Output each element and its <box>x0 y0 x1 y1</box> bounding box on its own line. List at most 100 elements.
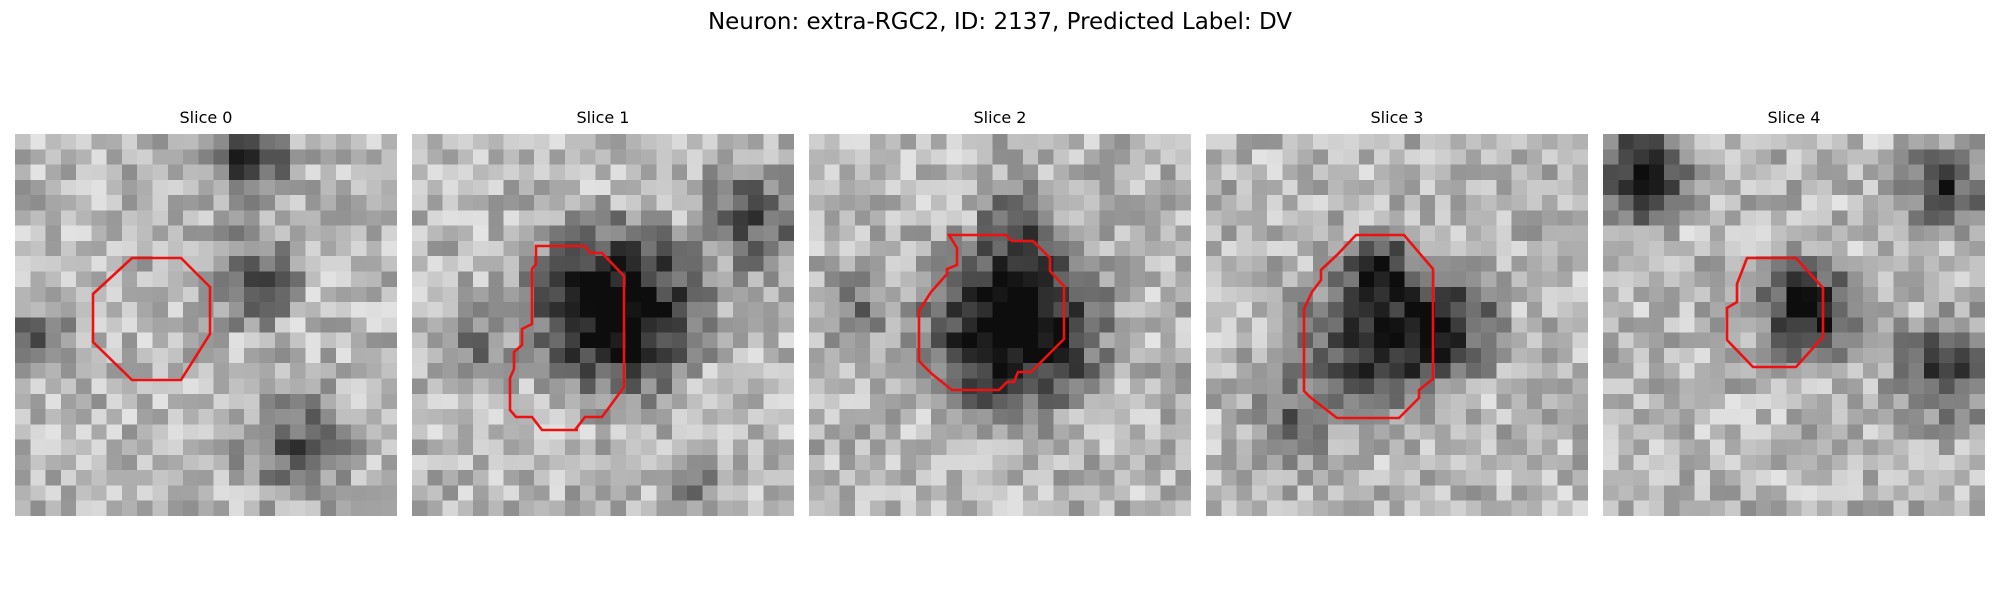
image-pixel <box>549 256 566 273</box>
image-pixel <box>625 134 642 150</box>
image-pixel <box>228 424 245 441</box>
image-pixel <box>1022 164 1039 181</box>
image-pixel <box>824 317 841 334</box>
image-pixel <box>1603 470 1619 487</box>
image-pixel <box>1206 409 1222 425</box>
image-pixel <box>1404 378 1421 395</box>
image-pixel <box>1893 240 1910 257</box>
image-pixel <box>656 500 673 516</box>
image-pixel <box>1511 240 1528 257</box>
image-pixel <box>1282 225 1299 242</box>
image-pixel <box>1175 149 1191 166</box>
image-pixel <box>290 286 306 303</box>
image-pixel <box>1801 393 1818 410</box>
image-pixel <box>198 409 215 425</box>
image-pixel <box>1114 317 1131 334</box>
image-pixel <box>442 409 459 425</box>
image-pixel <box>76 240 92 257</box>
image-pixel <box>1740 378 1757 395</box>
image-pixel <box>427 409 444 425</box>
image-pixel <box>717 454 734 471</box>
image-pixel <box>274 134 291 150</box>
image-pixel <box>274 286 291 303</box>
image-pixel <box>228 210 245 227</box>
image-pixel <box>625 332 642 349</box>
image-pixel <box>1923 225 1940 242</box>
image-pixel <box>870 271 886 288</box>
image-pixel <box>1053 317 1070 334</box>
image-pixel <box>1648 500 1665 516</box>
image-pixel <box>1740 363 1757 380</box>
image-pixel <box>931 240 948 257</box>
image-pixel <box>1053 454 1070 471</box>
image-pixel <box>427 393 444 410</box>
image-pixel <box>1099 317 1116 334</box>
image-pixel <box>1419 470 1436 487</box>
image-pixel <box>1893 378 1910 395</box>
image-pixel <box>1755 363 1772 380</box>
image-pixel <box>457 302 474 318</box>
image-pixel <box>518 240 535 257</box>
image-pixel <box>305 454 322 471</box>
image-pixel <box>992 164 1009 181</box>
image-pixel <box>778 317 794 334</box>
image-pixel <box>473 363 489 380</box>
image-pixel <box>1175 424 1191 441</box>
image-pixel <box>778 225 794 242</box>
image-pixel <box>1572 393 1588 410</box>
image-pixel <box>381 195 397 211</box>
image-pixel <box>1496 302 1513 318</box>
image-pixel <box>1740 302 1757 318</box>
image-pixel <box>1251 210 1268 227</box>
image-pixel <box>702 195 719 211</box>
image-pixel <box>809 378 825 395</box>
image-pixel <box>778 332 794 349</box>
image-pixel <box>763 393 780 410</box>
image-pixel <box>1007 317 1024 334</box>
image-pixel <box>213 470 230 487</box>
image-pixel <box>1969 240 1985 257</box>
image-pixel <box>1129 470 1146 487</box>
image-pixel <box>732 225 749 242</box>
image-pixel <box>259 393 276 410</box>
image-pixel <box>1282 134 1299 150</box>
image-pixel <box>15 500 31 516</box>
image-pixel <box>595 179 612 196</box>
image-pixel <box>167 302 184 318</box>
image-pixel <box>656 286 673 303</box>
image-pixel <box>152 470 169 487</box>
image-pixel <box>1923 134 1940 150</box>
image-pixel <box>763 470 780 487</box>
image-pixel <box>915 470 932 487</box>
image-pixel <box>687 271 703 288</box>
image-pixel <box>518 164 535 181</box>
image-pixel <box>1267 240 1283 257</box>
image-pixel <box>763 363 780 380</box>
image-pixel <box>885 164 902 181</box>
image-pixel <box>656 378 673 395</box>
image-pixel <box>1771 225 1787 242</box>
image-pixel <box>1709 378 1726 395</box>
image-pixel <box>1221 470 1238 487</box>
image-pixel <box>1801 286 1818 303</box>
image-pixel <box>30 363 47 380</box>
image-pixel <box>839 210 856 227</box>
image-pixel <box>15 164 31 181</box>
roi-contour-2 <box>917 233 1066 392</box>
image-pixel <box>1175 378 1191 395</box>
image-pixel <box>580 195 596 211</box>
image-pixel <box>213 347 230 364</box>
image-pixel <box>748 363 765 380</box>
image-pixel <box>183 149 199 166</box>
image-pixel <box>1847 271 1864 288</box>
image-pixel <box>152 302 169 318</box>
image-pixel <box>1374 500 1390 516</box>
image-pixel <box>1908 470 1925 487</box>
image-pixel <box>1557 302 1574 318</box>
image-pixel <box>1542 347 1559 364</box>
image-pixel <box>1374 485 1390 502</box>
image-pixel <box>839 332 856 349</box>
image-pixel <box>1908 286 1925 303</box>
image-pixel <box>381 210 397 227</box>
image-pixel <box>412 179 428 196</box>
